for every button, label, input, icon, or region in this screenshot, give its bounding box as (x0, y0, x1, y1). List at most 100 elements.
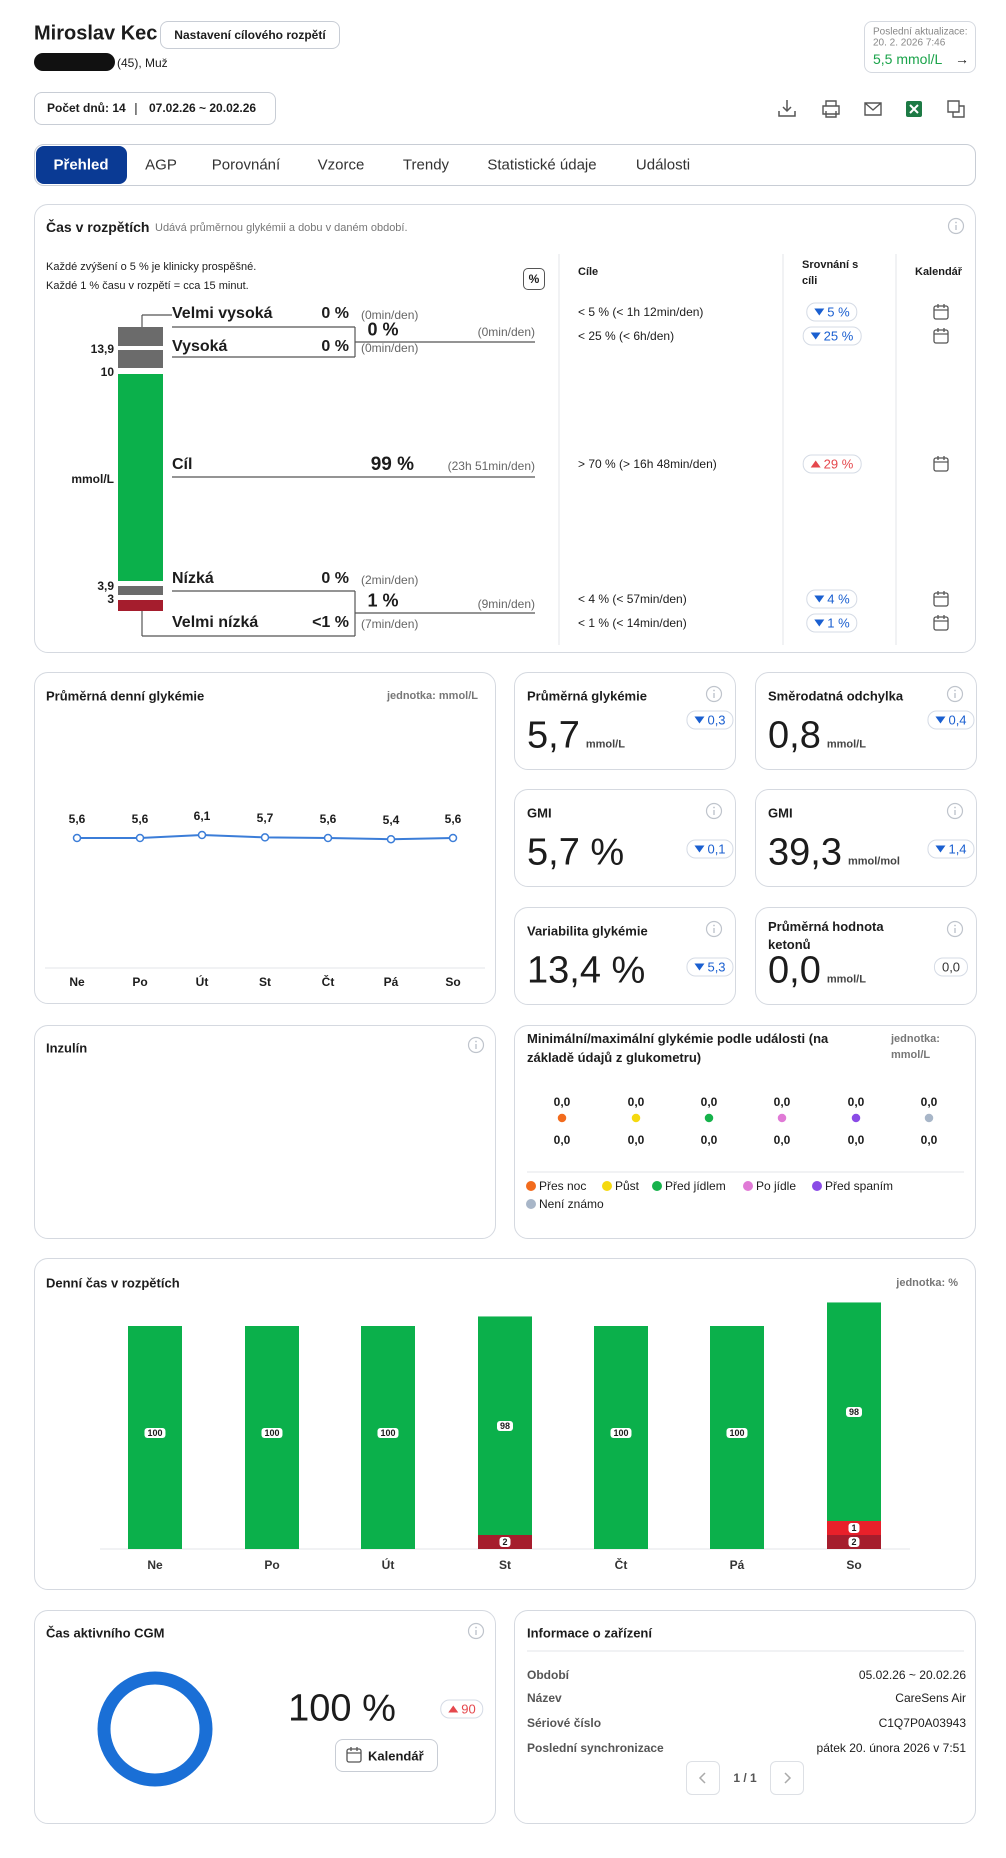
legend-dot (602, 1181, 612, 1191)
stat-title: Průměrná hodnota ketonů (768, 919, 884, 952)
percent-toggle-label[interactable]: % (528, 272, 540, 286)
change-value: 0,3 (707, 712, 726, 728)
x-tick-label: Po (264, 1558, 280, 1572)
x-tick-label: So (445, 975, 461, 989)
download-icon[interactable] (778, 106, 796, 117)
last-update-arrow[interactable]: → (955, 51, 969, 67)
info-icon-dot (955, 221, 957, 224)
value-label: 5,4 (382, 813, 400, 828)
tab[interactable]: Porovnání (211, 156, 281, 174)
change-badge: 5 % (806, 302, 858, 322)
trend-arrow (810, 332, 821, 340)
info-icon[interactable] (947, 217, 965, 235)
stat-unit: mmol/mol (847, 855, 900, 868)
tab[interactable]: Statistické údaje (487, 156, 597, 174)
bar-label: 100 (261, 1427, 283, 1438)
prev-page[interactable] (686, 1761, 720, 1795)
stat-value: 13,4 % (527, 949, 646, 992)
active-tab[interactable] (36, 146, 127, 184)
bar-label: 98 (845, 1406, 863, 1417)
info-icon-dot (954, 689, 956, 692)
range-segment (118, 586, 163, 595)
stat-value: 5,7 (527, 714, 580, 757)
range-percent: <1 % (312, 614, 349, 631)
print-icon[interactable] (822, 100, 840, 118)
change-value: 5,3 (707, 959, 726, 975)
tab[interactable]: Trendy (402, 156, 450, 174)
info-icon[interactable] (705, 685, 723, 703)
info-icon-dot (475, 1040, 477, 1043)
calendar-icon[interactable] (933, 305, 949, 320)
range-time: (0min/den) (361, 308, 419, 322)
target-range-button-label[interactable]: Nastavení cílového rozpětí (174, 28, 326, 42)
info-icon-dot (713, 924, 715, 927)
info-icon[interactable] (705, 802, 723, 820)
bar-segment (710, 1326, 764, 1549)
card-title: Inzulín (46, 1040, 88, 1056)
percent-toggle[interactable] (523, 268, 545, 290)
calendar-icon[interactable] (933, 616, 949, 631)
info-icon[interactable] (946, 802, 964, 820)
point (448, 833, 458, 843)
range-segment (118, 374, 163, 581)
legend-dot (526, 1199, 536, 1209)
tab[interactable]: Události (635, 156, 691, 174)
range-name: Nízká (172, 570, 214, 587)
column-header: Cíle (578, 266, 599, 278)
info-icon[interactable] (705, 920, 723, 938)
next-page[interactable] (770, 1761, 804, 1795)
chart-unit: jednotka: mmol/L (386, 690, 478, 702)
x-tick-label: Pá (729, 1558, 745, 1572)
info-icon[interactable] (467, 1622, 485, 1640)
point (323, 833, 333, 843)
x-tick-label: Ne (69, 975, 85, 989)
calendar-icon[interactable] (933, 457, 949, 472)
trend-arrow (935, 845, 946, 853)
calendar-icon[interactable] (346, 1748, 362, 1763)
bar-segment (245, 1326, 299, 1549)
chart-unit: jednotka: % (896, 1277, 958, 1289)
card (514, 1610, 976, 1824)
target-range-button[interactable] (160, 21, 340, 49)
info-icon-dot (713, 806, 715, 809)
stat-value: 5,7 % (527, 831, 625, 874)
combined-time: (9min/den) (477, 597, 535, 611)
info-icon[interactable] (946, 920, 964, 938)
stat-value: 0,0 (768, 949, 821, 992)
info-icon[interactable] (946, 685, 964, 703)
calendar-icon[interactable] (933, 329, 949, 344)
stat-title: Průměrná glykémie (527, 688, 647, 704)
calendar-icon[interactable] (933, 592, 949, 607)
point (135, 833, 145, 843)
period: 07.02.26 ~ 20.02.26 (149, 101, 257, 115)
x-tick-label: Po (132, 975, 148, 989)
card (755, 789, 977, 887)
change-value: 25 % (823, 328, 854, 344)
calendar-button[interactable] (335, 1739, 438, 1772)
combined-percent: 0 % (367, 319, 399, 340)
info-icon[interactable] (467, 1036, 485, 1054)
x-tick-label: Čt (614, 1558, 628, 1572)
copy-icon[interactable] (947, 100, 965, 118)
stat-value-group: 39,3 mmol/mol (768, 832, 900, 875)
tab[interactable]: Přehled (53, 156, 109, 174)
redacted (34, 53, 115, 71)
value-label: 5,6 (68, 812, 86, 826)
cgm-donut (97, 1671, 213, 1787)
event-max: 0,0 (700, 1095, 718, 1109)
value-label: 5,6 (319, 812, 337, 826)
bar-segment (128, 1326, 182, 1549)
stat-value-group: 0,8 mmol/L (768, 715, 866, 758)
legend-dot (652, 1181, 662, 1191)
stat-value-group: 0,0 mmol/L (768, 950, 866, 993)
excel-icon-x (909, 104, 919, 114)
change-value: 90 (461, 1701, 476, 1717)
change-badge: 4 % (806, 589, 858, 609)
tab[interactable]: Vzorce (317, 156, 365, 174)
change-badge: 0,1 (686, 839, 734, 859)
mail-icon[interactable] (864, 102, 882, 116)
calendar-button-label[interactable]: Kalendář (368, 1748, 424, 1764)
change-value: 0,1 (707, 841, 726, 857)
event-min: 0,0 (847, 1133, 865, 1147)
tab[interactable]: AGP (145, 156, 177, 174)
